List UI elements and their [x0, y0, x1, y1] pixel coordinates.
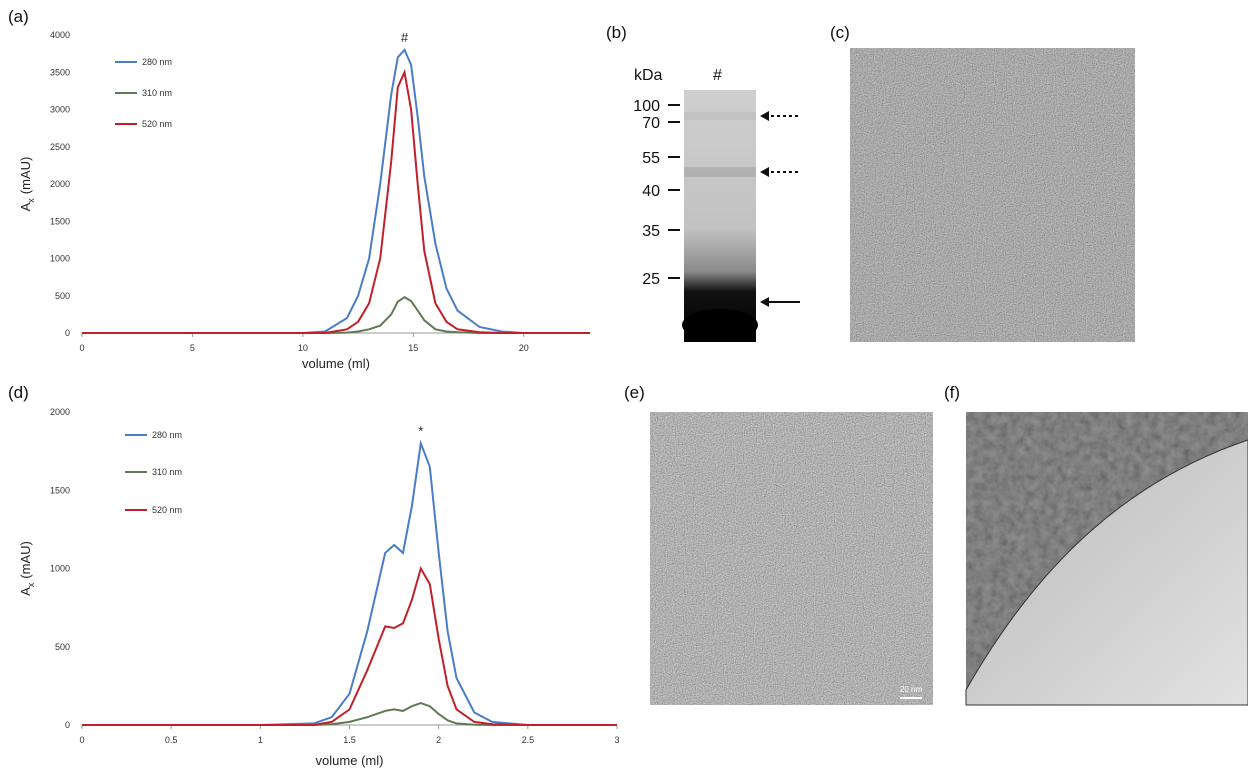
panel-label: (c) — [830, 23, 850, 42]
legend-label: 280 nm — [152, 430, 182, 440]
marker-label: 40 — [642, 183, 660, 200]
x-tick-label: 1.5 — [343, 735, 356, 745]
micrograph-e: 20 nm — [650, 412, 933, 705]
x-tick-label: 1 — [258, 735, 263, 745]
x-tick-label: 2.5 — [522, 735, 535, 745]
y-tick-label: 500 — [55, 642, 70, 652]
series-line — [82, 48, 590, 334]
marker-label: 35 — [642, 223, 660, 240]
x-axis-label: volume (ml) — [302, 356, 370, 371]
micrograph-f — [965, 412, 1248, 706]
marker-label: 70 — [642, 115, 660, 132]
panel-label: (b) — [606, 23, 627, 42]
gel-unit: kDa — [634, 67, 663, 84]
micrograph-tint — [650, 412, 933, 705]
y-tick-label: 2500 — [50, 142, 70, 152]
x-tick-label: 0.5 — [165, 735, 178, 745]
y-axis-label: Ax (mAU) — [18, 541, 36, 596]
y-tick-label: 4000 — [50, 30, 70, 40]
hole-region — [965, 439, 1248, 706]
y-axis-label-sub: x — [26, 198, 36, 203]
panel-label: (f) — [944, 383, 960, 402]
marker-ticks — [668, 104, 680, 279]
legend-label: 310 nm — [152, 467, 182, 477]
panel-label: (a) — [8, 7, 29, 26]
y-axis-label: Ax (mAU) — [18, 157, 36, 212]
x-tick-label: 2 — [436, 735, 441, 745]
panel-label: (e) — [624, 383, 645, 402]
legend-label: 310 nm — [142, 88, 172, 98]
gel-lane — [684, 90, 756, 342]
y-axis-label-unit: (mAU) — [18, 157, 33, 195]
y-tick-label: 1500 — [50, 485, 70, 495]
y-tick-label: 500 — [55, 291, 70, 301]
marker-label: 25 — [642, 271, 660, 288]
peak-annotation: * — [418, 423, 423, 438]
series-line — [82, 296, 590, 334]
x-tick-label: 5 — [190, 343, 195, 353]
gel-band — [682, 309, 758, 341]
gel-lane-label: # — [713, 67, 722, 84]
micrograph-c — [850, 48, 1135, 342]
y-tick-label: 3000 — [50, 105, 70, 115]
gel-band — [684, 167, 756, 177]
series-line — [82, 565, 617, 726]
x-tick-label: 0 — [79, 735, 84, 745]
legend-label: 520 nm — [142, 119, 172, 129]
panel-label: (d) — [8, 383, 29, 402]
y-tick-label: 2000 — [50, 179, 70, 189]
gel-band — [684, 112, 756, 120]
arrows — [760, 111, 800, 307]
x-tick-label: 15 — [408, 343, 418, 353]
y-tick-label: 1000 — [50, 254, 70, 264]
y-tick-label: 1500 — [50, 216, 70, 226]
series-line — [82, 439, 617, 726]
micrograph-tint — [850, 48, 1135, 342]
series-line — [82, 702, 617, 726]
y-tick-label: 0 — [65, 720, 70, 730]
x-tick-label: 3 — [614, 735, 619, 745]
legend-label: 520 nm — [152, 505, 182, 515]
series-line — [82, 68, 590, 334]
micrograph — [850, 48, 1135, 342]
y-axis-label-sub: x — [26, 582, 36, 587]
y-tick-label: 2000 — [50, 407, 70, 417]
y-tick-label: 3500 — [50, 67, 70, 77]
y-axis-label-main: A — [18, 202, 33, 211]
peak-annotation: # — [401, 30, 409, 45]
micrograph — [650, 412, 933, 705]
scale-bar-label: 20 nm — [900, 685, 923, 694]
y-axis-label-main: A — [18, 587, 33, 596]
marker-label: 55 — [642, 150, 660, 167]
x-tick-label: 10 — [298, 343, 308, 353]
y-axis-label-unit: (mAU) — [18, 541, 33, 579]
gel: kDa # 100 70 55 40 35 25 — [633, 67, 800, 342]
x-tick-label: 20 — [519, 343, 529, 353]
y-tick-label: 0 — [65, 328, 70, 338]
x-tick-label: 0 — [79, 343, 84, 353]
y-tick-label: 1000 — [50, 564, 70, 574]
legend-label: 280 nm — [142, 57, 172, 67]
marker-label: 100 — [633, 98, 660, 115]
x-axis-label: volume (ml) — [316, 753, 384, 768]
